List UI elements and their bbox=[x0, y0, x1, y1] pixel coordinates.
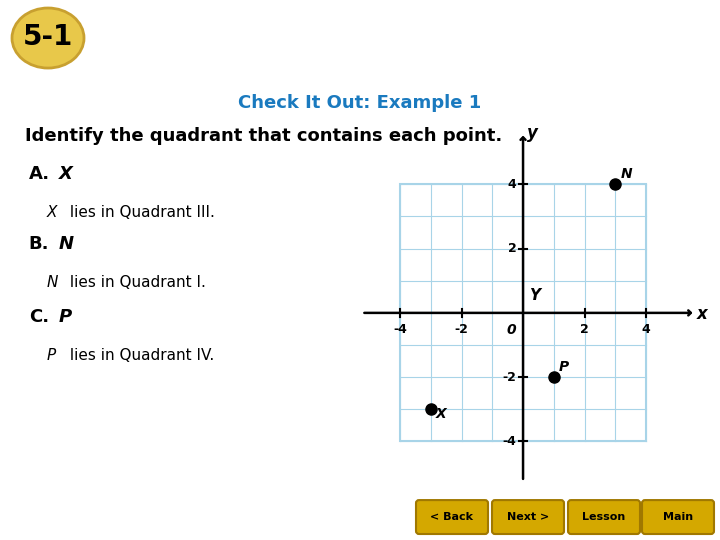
Text: N: N bbox=[621, 167, 632, 181]
Text: © HOLT McDOUGAL, All Rights Reserved: © HOLT McDOUGAL, All Rights Reserved bbox=[8, 512, 218, 522]
Text: 4: 4 bbox=[642, 323, 650, 336]
Bar bbox=[400, 184, 646, 442]
Text: A.: A. bbox=[29, 165, 50, 183]
Text: Check It Out: Example 1: Check It Out: Example 1 bbox=[238, 94, 482, 112]
Text: lies in Quadrant IV.: lies in Quadrant IV. bbox=[65, 348, 214, 363]
Text: x: x bbox=[697, 306, 708, 323]
Text: N: N bbox=[47, 275, 58, 291]
Text: Identify the quadrant that contains each point.: Identify the quadrant that contains each… bbox=[25, 127, 503, 145]
Text: < Back: < Back bbox=[431, 512, 474, 522]
Text: 2: 2 bbox=[580, 323, 589, 336]
Text: -2: -2 bbox=[503, 370, 516, 384]
Text: 5-1: 5-1 bbox=[23, 23, 73, 51]
Text: C.: C. bbox=[29, 308, 49, 326]
Text: lies in Quadrant III.: lies in Quadrant III. bbox=[65, 205, 215, 220]
Text: y: y bbox=[527, 124, 538, 142]
Text: P: P bbox=[559, 360, 569, 374]
FancyBboxPatch shape bbox=[492, 500, 564, 534]
Text: -4: -4 bbox=[503, 435, 516, 448]
Text: lies in Quadrant I.: lies in Quadrant I. bbox=[65, 275, 206, 291]
Text: Main: Main bbox=[663, 512, 693, 522]
Text: -4: -4 bbox=[393, 323, 407, 336]
Text: Next >: Next > bbox=[507, 512, 549, 522]
Text: Lesson: Lesson bbox=[582, 512, 626, 522]
Text: 2: 2 bbox=[508, 242, 516, 255]
Text: X: X bbox=[59, 165, 73, 183]
FancyBboxPatch shape bbox=[642, 500, 714, 534]
Text: Y: Y bbox=[528, 288, 539, 303]
Ellipse shape bbox=[12, 8, 84, 68]
Text: 4: 4 bbox=[508, 178, 516, 191]
Text: X: X bbox=[47, 205, 58, 220]
Text: 0: 0 bbox=[507, 323, 516, 337]
Text: -2: -2 bbox=[454, 323, 469, 336]
FancyBboxPatch shape bbox=[416, 500, 488, 534]
Text: X: X bbox=[436, 407, 446, 421]
Text: P: P bbox=[59, 308, 72, 326]
Text: The Coordinate Plane: The Coordinate Plane bbox=[100, 23, 469, 51]
Text: P: P bbox=[47, 348, 56, 363]
FancyBboxPatch shape bbox=[568, 500, 640, 534]
Text: N: N bbox=[59, 235, 74, 253]
Text: B.: B. bbox=[29, 235, 49, 253]
